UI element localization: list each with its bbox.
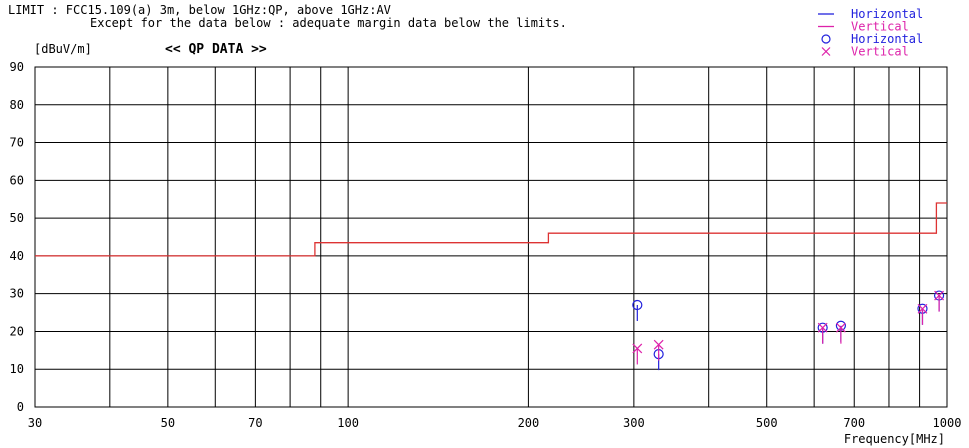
legend-item: Horizontal: [821, 32, 923, 46]
legend-label: Horizontal: [851, 32, 923, 46]
x-tick-label: 300: [623, 416, 645, 430]
data-marks: [632, 290, 945, 371]
y-axis-label: [dBuV/m]: [34, 42, 92, 56]
vertical-point: [632, 343, 643, 365]
y-tick-label: 0: [17, 400, 24, 414]
grid: [34, 66, 948, 408]
y-tick-label: 60: [10, 173, 24, 187]
x-tick-label: 50: [161, 416, 175, 430]
legend-label: Vertical: [851, 20, 909, 34]
legend-item: Vertical: [818, 20, 909, 34]
x-tick-label: 200: [518, 416, 540, 430]
x-tick-label: 700: [843, 416, 865, 430]
legend-label: Vertical: [851, 45, 909, 59]
vertical-point: [653, 339, 664, 361]
y-tick-label: 10: [10, 362, 24, 376]
vertical-point: [917, 303, 928, 325]
x-tick-label: 1000: [933, 416, 962, 430]
x-tick-label: 70: [248, 416, 262, 430]
x-tick-label: 30: [28, 416, 42, 430]
y-tick-label: 70: [10, 136, 24, 150]
limit-line: [35, 202, 947, 257]
x-tick-labels: 30 50 70 100 200 300 500 700 1000: [28, 416, 962, 430]
note-text: Except for the data below : adequate mar…: [90, 16, 567, 30]
vertical-point: [934, 290, 945, 312]
chart-title: << QP DATA >>: [165, 42, 267, 57]
limit-text: LIMIT : FCC15.109(a) 3m, below 1GHz:QP, …: [8, 3, 391, 17]
x-tick-label: 500: [756, 416, 778, 430]
x-tick-label: 100: [337, 416, 359, 430]
y-tick-labels: 0 10 20 30 40 50 60 70 80 90: [10, 60, 24, 414]
y-tick-label: 50: [10, 211, 24, 225]
y-tick-label: 80: [10, 98, 24, 112]
legend-item: Vertical: [821, 45, 909, 59]
plot-frame: [34, 66, 948, 408]
x-axis-label: Frequency[MHz]: [844, 432, 945, 446]
y-tick-label: 90: [10, 60, 24, 74]
horizontal-point: [632, 299, 643, 321]
y-tick-label: 20: [10, 324, 24, 338]
vertical-point: [835, 322, 846, 344]
legend-item: Horizontal: [818, 7, 923, 21]
y-tick-label: 30: [10, 287, 24, 301]
vertical-point: [817, 322, 828, 344]
y-tick-label: 40: [10, 249, 24, 263]
limit-line-group: [35, 202, 947, 257]
legend-label: Horizontal: [851, 7, 923, 21]
